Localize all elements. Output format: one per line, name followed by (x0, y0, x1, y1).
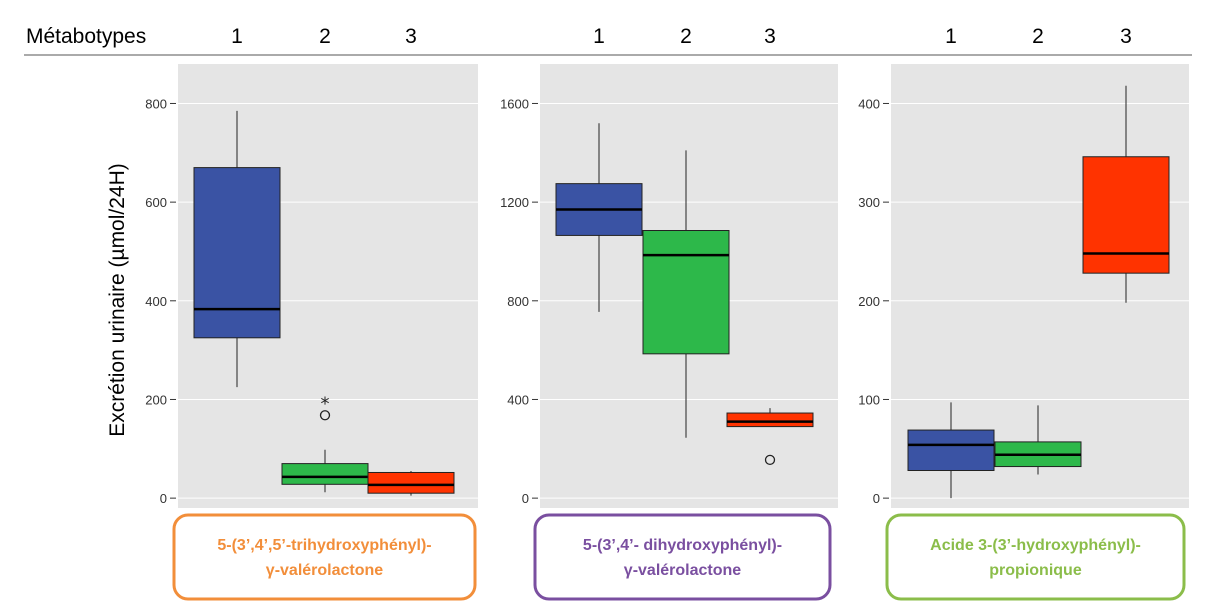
y-tick-label: 300 (858, 195, 880, 210)
box-group-1 (907, 402, 995, 499)
y-tick-label: 800 (145, 96, 167, 111)
y-tick-label: 200 (858, 294, 880, 309)
compound-caption-line: 5-(3’,4’- dihydroxyphényl)- (583, 537, 782, 554)
outlier-star: * (321, 393, 330, 414)
chart-panels: 0 200 400 600 800 * 5-(3’,4’,5’-trihydroxyphén… (145, 64, 1189, 601)
compound-caption-line: γ-valérolactone (266, 562, 383, 579)
metabotype-group-labels: 1 2 3 1 2 3 1 2 3 (231, 25, 1132, 48)
metabotypes-header-label: Métabotypes (26, 25, 146, 48)
box-group-3 (367, 471, 455, 496)
y-axis-label: Excrétion urinaire (µmol/24H) (106, 163, 129, 437)
y-tick-label: 400 (507, 392, 529, 407)
y-tick-label: 800 (507, 294, 529, 309)
y-tick-label: 0 (522, 491, 529, 506)
metabotype-number-2: 2 (319, 25, 331, 48)
outlier-circle (319, 410, 331, 421)
metabotype-number-1: 1 (945, 25, 957, 48)
iqr-box (726, 412, 814, 428)
y-tick-label: 400 (858, 96, 880, 111)
compound-caption-line: propionique (989, 562, 1082, 579)
metabotype-number-2: 2 (1032, 25, 1044, 48)
outlier-circle (764, 454, 776, 466)
boxplot-panel-3: 0 100 200 300 400 Acide 3-(3’-hydroxyphényl)-… (858, 64, 1189, 601)
box-group-3 (726, 408, 814, 428)
compound-caption-line: 5-(3’,4’,5’-trihydroxyphényl)- (217, 537, 431, 554)
metabotype-number-1: 1 (593, 25, 605, 48)
metabotype-number-3: 3 (405, 25, 417, 48)
box-group-3 (1082, 85, 1170, 303)
box-group-1 (193, 110, 281, 388)
iqr-box (642, 230, 730, 355)
compound-caption-line: Acide 3-(3’-hydroxyphényl)- (930, 537, 1141, 554)
iqr-box (907, 429, 995, 472)
boxplot-panel-2: 0 400 800 1200 1600 5-(3’,4’- dihydroxyphényl… (500, 64, 838, 601)
box-group-2 (994, 405, 1082, 475)
compound-caption-line: γ-valérolactone (624, 562, 741, 579)
iqr-box (281, 463, 369, 485)
compound-caption-box (533, 513, 832, 601)
metabotype-number-1: 1 (231, 25, 243, 48)
iqr-box (367, 471, 455, 494)
box-group-2 (642, 150, 730, 438)
y-tick-label: 0 (873, 491, 880, 506)
y-tick-label: 1200 (500, 195, 529, 210)
iqr-box (1082, 156, 1170, 274)
box-group-2 (281, 449, 369, 493)
metabotype-number-3: 3 (1120, 25, 1132, 48)
compound-caption-box (885, 513, 1186, 601)
y-tick-label: 200 (145, 392, 167, 407)
y-tick-label: 600 (145, 195, 167, 210)
box-group-1 (555, 123, 643, 312)
y-tick-label: 400 (145, 294, 167, 309)
iqr-box (193, 167, 281, 339)
y-tick-label: 1600 (500, 96, 529, 111)
metabotype-number-2: 2 (680, 25, 692, 48)
boxplot-panel-1: 0 200 400 600 800 * 5-(3’,4’,5’-trihydroxyphén… (145, 64, 478, 601)
y-tick-label: 0 (160, 491, 167, 506)
metabotype-number-3: 3 (764, 25, 776, 48)
compound-caption-box (172, 513, 477, 601)
y-tick-label: 100 (858, 392, 880, 407)
